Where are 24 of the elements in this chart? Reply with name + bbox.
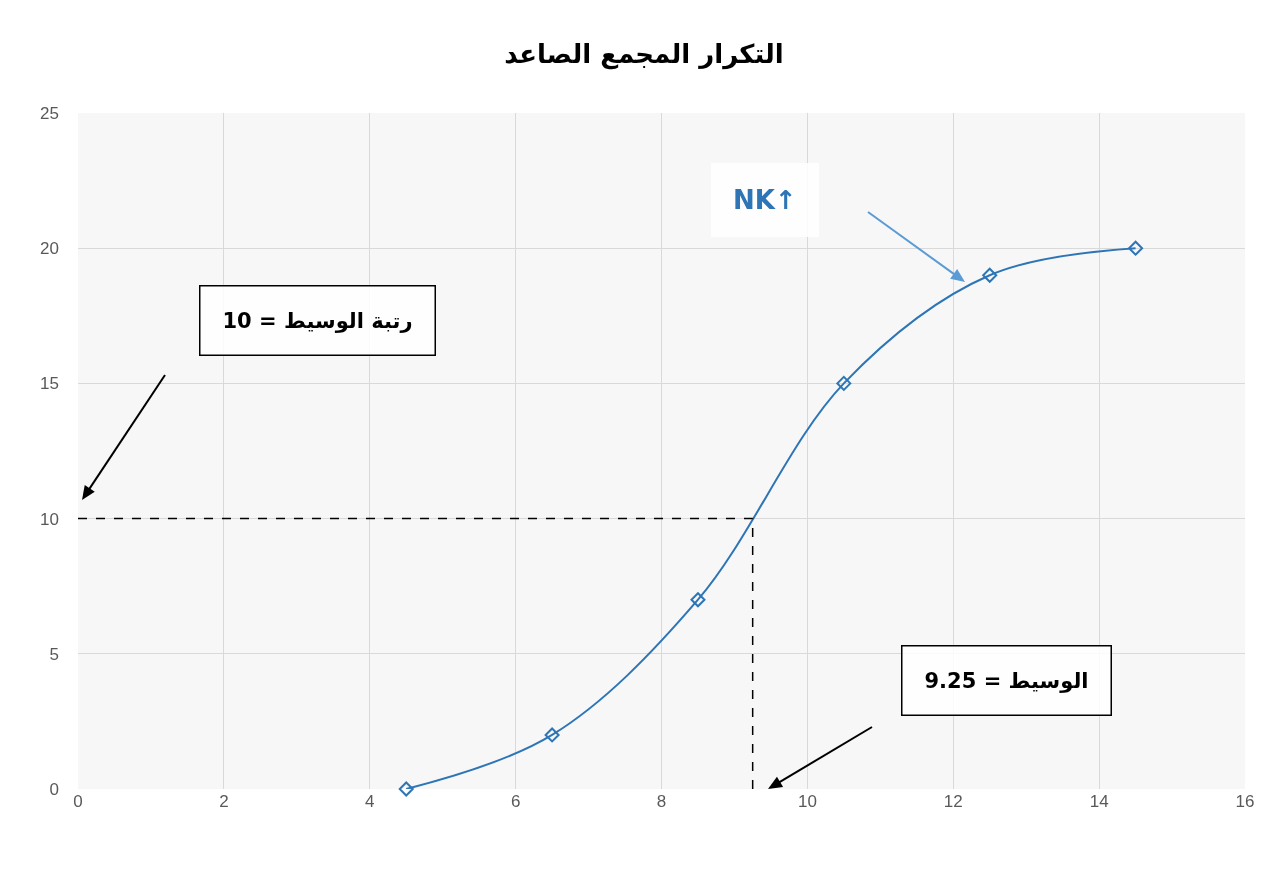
annotation: رتبة الوسيط = 10 [222, 308, 413, 333]
point [544, 727, 560, 743]
y-tick-label: 20 [40, 239, 59, 259]
x-tick-label: 10 [797, 792, 817, 811]
x-tick-label: 0 [73, 792, 83, 811]
y-tick-label: 10 [40, 509, 59, 529]
x-tick-label: 14 [1089, 792, 1109, 811]
x-tick-label: 4 [365, 792, 375, 811]
x-tick-label: 8 [656, 792, 667, 811]
x-tick-label: 16 [1235, 792, 1255, 811]
point [398, 781, 414, 797]
y-tick-label: 25 [40, 103, 59, 123]
annotation: الوسيط = 9.25 [924, 668, 1089, 693]
point [836, 375, 852, 391]
x-tick-label: 6 [510, 792, 521, 811]
point [982, 267, 998, 283]
annotation: NK↑ [733, 185, 797, 215]
point [690, 592, 706, 608]
y-tick-label: 5 [49, 644, 59, 664]
chart-title: التكرار المجمع الصاعد [504, 39, 784, 70]
x-tick-label: 2 [219, 792, 229, 811]
point [1128, 240, 1144, 256]
y-tick-label: 15 [40, 374, 59, 394]
x-tick-label: 12 [943, 792, 963, 811]
